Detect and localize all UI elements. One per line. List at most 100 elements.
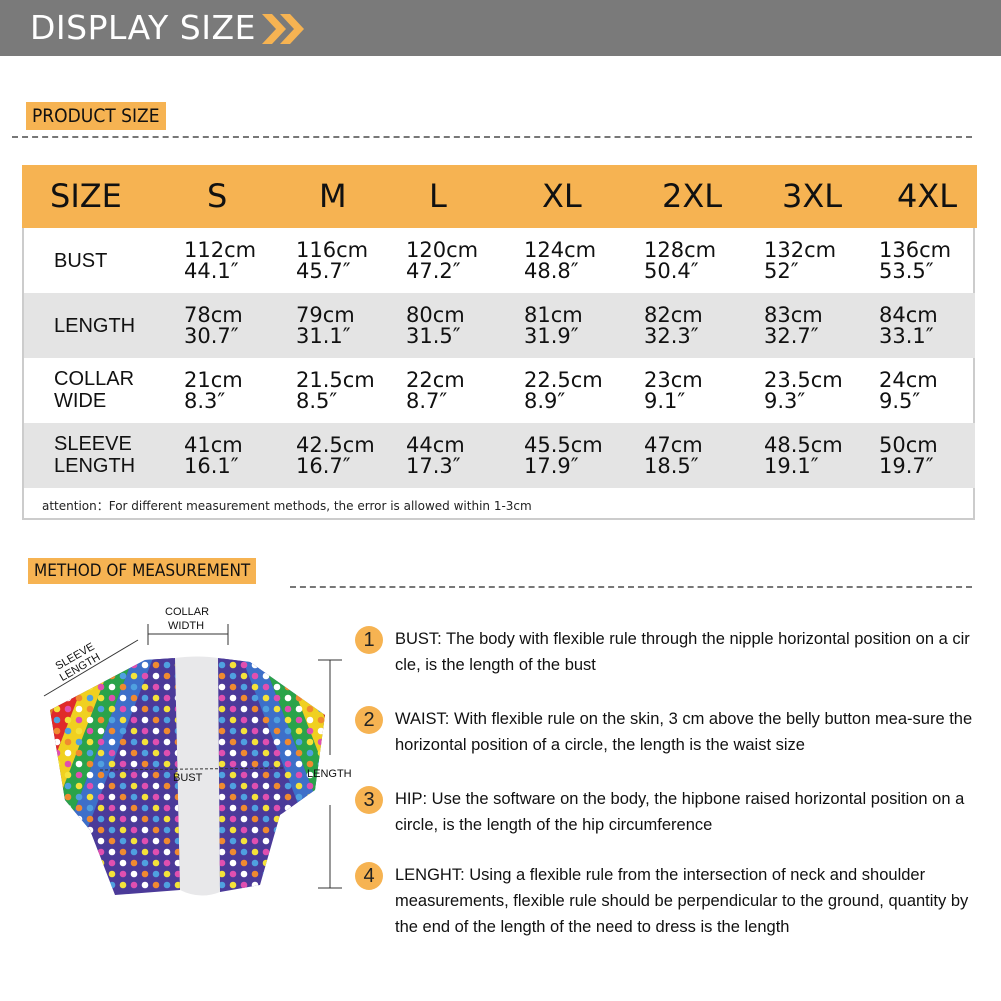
double-chevron-icon: [262, 14, 304, 44]
polka-dot: [284, 661, 292, 669]
bust-line: [99, 767, 286, 771]
polka-dot: [317, 859, 325, 867]
polka-dot: [229, 705, 237, 713]
polka-dot: [64, 826, 72, 834]
polka-dot: [284, 760, 292, 768]
polka-dot: [251, 771, 259, 779]
polka-dot: [218, 661, 226, 669]
polka-dot: [64, 837, 72, 845]
polka-dot: [284, 837, 292, 845]
cell-value: 81cm: [524, 303, 583, 327]
polka-dot: [130, 661, 138, 669]
cell-value: 41cm: [184, 433, 243, 457]
cell-value: 52″: [764, 259, 799, 283]
polka-dot: [218, 683, 226, 691]
collar-label: COLLAR: [165, 606, 209, 618]
polka-dot: [295, 672, 303, 680]
polka-dot: [152, 672, 160, 680]
polka-dot: [119, 837, 127, 845]
cell-value: 9.3″: [764, 389, 806, 413]
polka-dot: [262, 672, 270, 680]
polka-dot: [152, 716, 160, 724]
polka-dot: [295, 705, 303, 713]
polka-dot: [86, 826, 94, 834]
polka-dot: [130, 837, 138, 845]
polka-dot: [119, 782, 127, 790]
polka-dot: [306, 672, 314, 680]
polka-dot: [86, 771, 94, 779]
polka-dot: [53, 694, 61, 702]
cell-value: 31.9″: [524, 324, 579, 348]
polka-dot: [86, 859, 94, 867]
polka-dot: [229, 672, 237, 680]
polka-dot: [130, 848, 138, 856]
polka-dot: [262, 705, 270, 713]
polka-dot: [152, 837, 160, 845]
polka-dot: [119, 683, 127, 691]
table-cell: 23.5cm 9.3″: [764, 370, 843, 412]
table-cell: 132cm 52″: [764, 240, 836, 282]
fabric-stripe: [50, 658, 140, 895]
polka-dot: [119, 826, 127, 834]
header-cell: M: [319, 177, 347, 215]
cell-value: 79cm: [296, 303, 355, 327]
polka-dot: [251, 782, 259, 790]
polka-dot: [141, 661, 149, 669]
measurement-text: WAIST: With flexible rule on the skin, 3…: [395, 710, 973, 754]
polka-dot: [163, 881, 171, 889]
cell-value: 18.5″: [644, 454, 699, 478]
polka-dot: [86, 749, 94, 757]
cell-value: 50.4″: [644, 259, 699, 283]
polka-dot: [229, 771, 237, 779]
row-label-cell: BUST: [54, 250, 107, 272]
polka-dot: [317, 870, 325, 878]
polka-dot: [119, 848, 127, 856]
polka-dot: [284, 683, 292, 691]
polka-dot: [86, 705, 94, 713]
polka-dot: [130, 760, 138, 768]
polka-dot: [119, 870, 127, 878]
polka-dot: [86, 837, 94, 845]
polka-dot: [108, 771, 116, 779]
polka-dot: [218, 859, 226, 867]
polka-dot: [262, 881, 270, 889]
polka-dot: [75, 760, 83, 768]
polka-dot: [295, 804, 303, 812]
polka-dot: [229, 793, 237, 801]
polka-dot: [64, 793, 72, 801]
polka-dot: [53, 848, 61, 856]
polka-dot: [240, 782, 248, 790]
polka-dot: [251, 661, 259, 669]
polka-dot: [75, 716, 83, 724]
polka-dot: [86, 760, 94, 768]
cell-value: 19.1″: [764, 454, 819, 478]
polka-dot: [284, 694, 292, 702]
polka-dot: [295, 826, 303, 834]
polka-dot: [130, 815, 138, 823]
polka-dot: [152, 738, 160, 746]
polka-dot: [108, 694, 116, 702]
polka-dot: [229, 661, 237, 669]
polka-dot: [306, 683, 314, 691]
polka-dot: [273, 771, 281, 779]
fabric-stripe: [255, 658, 325, 895]
polka-dot: [262, 859, 270, 867]
polka-dot: [262, 793, 270, 801]
polka-dot: [229, 727, 237, 735]
polka-dot: [317, 683, 325, 691]
polka-dot: [273, 661, 281, 669]
polka-dot: [119, 727, 127, 735]
polka-dot: [152, 727, 160, 735]
polka-dot: [229, 760, 237, 768]
polka-dot: [295, 716, 303, 724]
polka-dot: [75, 815, 83, 823]
polka-dot: [53, 771, 61, 779]
polka-dot: [251, 705, 259, 713]
polka-dot: [119, 771, 127, 779]
polka-dot: [251, 738, 259, 746]
polka-dot: [97, 760, 105, 768]
polka-dot: [119, 749, 127, 757]
polka-dot: [141, 848, 149, 856]
polka-dot: [152, 859, 160, 867]
polka-dot: [295, 694, 303, 702]
